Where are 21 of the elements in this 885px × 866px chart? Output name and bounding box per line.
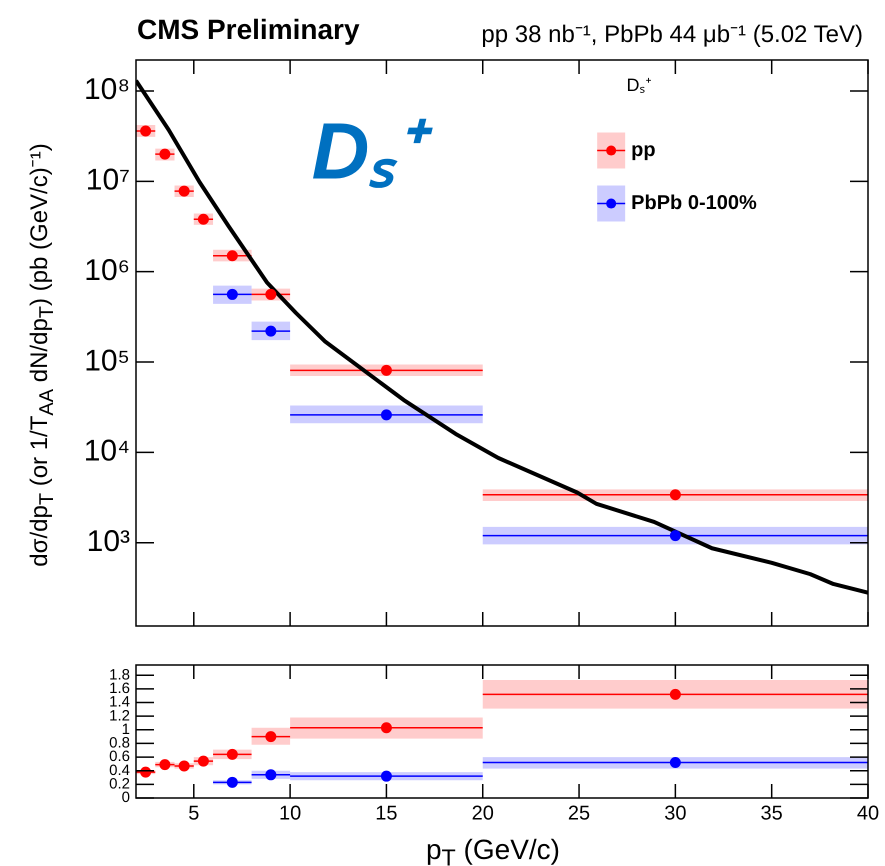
x-tick-label: 5 xyxy=(188,802,200,825)
x-tick-label: 35 xyxy=(760,802,783,825)
chart-subtitle: pp 38 nb⁻¹, PbPb 44 μb⁻¹ (5.02 TeV) xyxy=(481,20,863,49)
y-tick-label: 10⁴ xyxy=(84,434,130,468)
x-tick-label: 20 xyxy=(472,802,494,825)
x-axis-title: p$_{T}$ (GeV/c) xyxy=(426,834,560,866)
y-tick-label: 10⁵ xyxy=(84,344,130,378)
x-tick-label: 30 xyxy=(664,802,686,825)
annotation: Dₛ⁺ xyxy=(626,74,652,95)
y-tick-label: 10⁷ xyxy=(86,164,130,197)
chart-title: CMS Preliminary xyxy=(137,14,360,46)
x-tick-label: 15 xyxy=(375,802,398,825)
y-tick-label: 10³ xyxy=(86,525,130,558)
y-tick-label: 10⁶ xyxy=(84,254,130,287)
x-tick-label: 10 xyxy=(278,802,302,825)
x-tick-label: 25 xyxy=(568,802,590,825)
x-tick-label: 40 xyxy=(856,802,880,825)
legend-label: pp xyxy=(631,139,656,162)
annotation: Dₛ⁺ xyxy=(312,106,434,196)
y-tick-label: 10⁸ xyxy=(84,73,130,106)
legend-label: PbPb 0-100% xyxy=(631,192,757,214)
